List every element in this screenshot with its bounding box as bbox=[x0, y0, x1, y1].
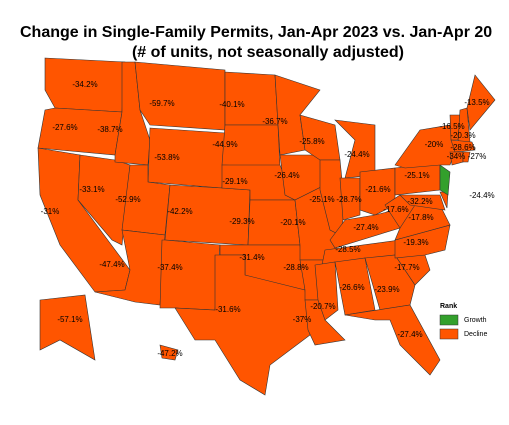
state bbox=[37, 107, 123, 156]
value-label: -26.6% bbox=[339, 283, 364, 292]
value-label: -52.9% bbox=[115, 195, 140, 204]
value-label: -27.4% bbox=[397, 330, 422, 339]
value-label: -21.6% bbox=[365, 185, 390, 194]
legend-swatch bbox=[439, 328, 459, 340]
state bbox=[39, 294, 96, 361]
value-label: -53.8% bbox=[154, 153, 179, 162]
state bbox=[439, 164, 451, 196]
value-label: -36.7% bbox=[262, 117, 287, 126]
value-label: -31.4% bbox=[239, 253, 264, 262]
state bbox=[159, 344, 179, 361]
value-label: -20.3% bbox=[450, 131, 475, 140]
value-label: -25.1% bbox=[404, 171, 429, 180]
value-label: -59.7% bbox=[149, 99, 174, 108]
value-label: -29.3% bbox=[229, 217, 254, 226]
state bbox=[364, 254, 416, 311]
value-label: -47.2% bbox=[157, 349, 182, 358]
value-label: -37% bbox=[293, 315, 312, 324]
value-label: -27% bbox=[468, 152, 487, 161]
state bbox=[359, 167, 396, 216]
value-label: -33.1% bbox=[79, 185, 104, 194]
legend-label: Growth bbox=[464, 317, 487, 324]
value-label: -16.5% bbox=[439, 122, 464, 131]
state bbox=[462, 151, 471, 163]
state bbox=[399, 194, 446, 211]
value-label: -13.5% bbox=[464, 98, 489, 107]
value-label: -24.4% bbox=[344, 150, 369, 159]
legend-swatch bbox=[439, 314, 459, 326]
state bbox=[466, 74, 496, 131]
value-label: -57.1% bbox=[57, 315, 82, 324]
value-label: -40.1% bbox=[219, 100, 244, 109]
state bbox=[450, 139, 476, 153]
value-label: -47.4% bbox=[99, 260, 124, 269]
value-label: -23.9% bbox=[374, 285, 399, 294]
value-label: -25.8% bbox=[299, 137, 324, 146]
value-label: -31% bbox=[41, 207, 60, 216]
value-label: -25.1% bbox=[309, 195, 334, 204]
state bbox=[134, 61, 226, 131]
value-label: -44.9% bbox=[212, 140, 237, 149]
state bbox=[334, 257, 376, 316]
value-label: -24.4% bbox=[469, 191, 494, 200]
value-label: -28.5% bbox=[335, 245, 360, 254]
value-label: -17.7% bbox=[394, 263, 419, 272]
value-label: -34% bbox=[447, 152, 466, 161]
value-label: -20.7% bbox=[310, 302, 335, 311]
value-label: -27.6% bbox=[52, 123, 77, 132]
value-label: -17.8% bbox=[408, 213, 433, 222]
value-label: -38.7% bbox=[97, 125, 122, 134]
state bbox=[174, 254, 311, 396]
state bbox=[344, 304, 441, 376]
states bbox=[37, 57, 496, 396]
state bbox=[339, 177, 361, 221]
value-label: -29.1% bbox=[222, 177, 247, 186]
value-label: -37.4% bbox=[157, 263, 182, 272]
value-label: -42.2% bbox=[167, 207, 192, 216]
state bbox=[314, 261, 339, 321]
value-label: -19.3% bbox=[403, 238, 428, 247]
value-label: -28.8% bbox=[283, 263, 308, 272]
map-title: Change in Single-Family Permits, Jan-Apr… bbox=[20, 24, 492, 41]
state bbox=[159, 239, 221, 311]
legend-title: Rank bbox=[440, 303, 457, 310]
labels: -34.2% -27.6% -31% -33.1% -38.7% -59.7% -53.8%… bbox=[41, 80, 495, 358]
value-label: -17.6% bbox=[383, 205, 408, 214]
value-label: -31.6% bbox=[215, 305, 240, 314]
value-label: -20.1% bbox=[280, 218, 305, 227]
legend: Rank Growth Decline bbox=[439, 303, 487, 340]
value-label: -20% bbox=[425, 140, 444, 149]
value-label: -32.2% bbox=[407, 197, 432, 206]
value-label: -26.4% bbox=[274, 171, 299, 180]
value-label: -28.6% bbox=[450, 143, 475, 152]
legend-label: Decline bbox=[464, 331, 487, 338]
value-label: -28.7% bbox=[336, 195, 361, 204]
value-label: -34.2% bbox=[72, 80, 97, 89]
map-subtitle: (# of units, not seasonally adjusted) bbox=[132, 44, 404, 61]
value-label: -27.4% bbox=[353, 223, 378, 232]
